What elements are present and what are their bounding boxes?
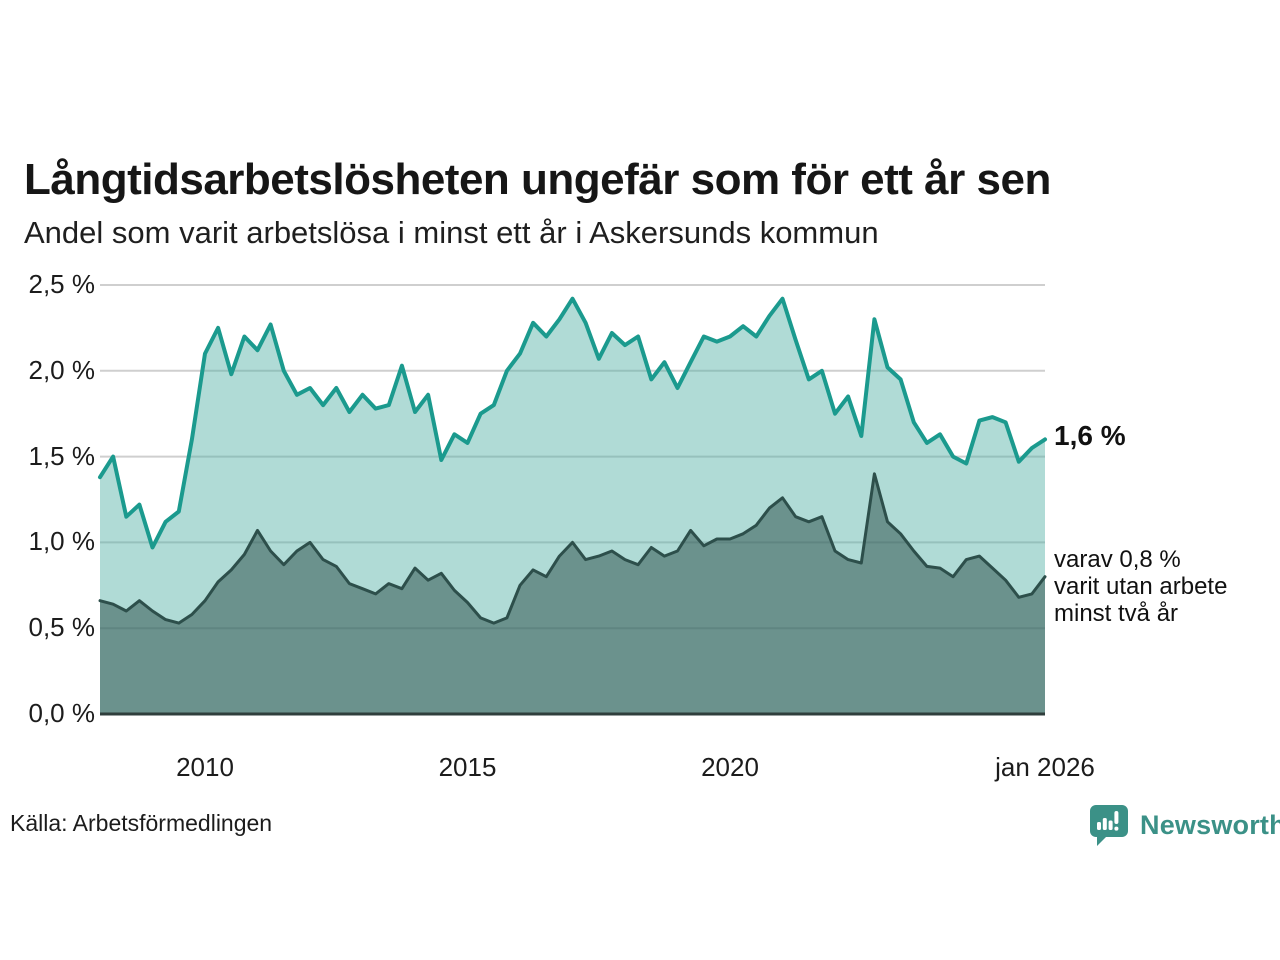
page-title: Långtidsarbetslösheten ungefär som för e… [24,155,1051,205]
subset-series-area [100,473,1045,714]
end-value-label-subset: varav 0,8 % varit utan arbete minst två … [1054,545,1228,627]
end-value-label-total: 1,6 % [1054,420,1126,452]
source-note: Källa: Arbetsförmedlingen [10,810,273,836]
newsworthy-logo-text: Newsworthy [1140,809,1280,840]
newsworthy-logo: Newsworthy [1088,803,1280,847]
total-series-line [98,296,1047,550]
chart-subtitle: Andel som varit arbetslösa i minst ett å… [24,215,879,250]
subset-series-line [98,472,1047,625]
newsworthy-logo-icon [1090,805,1128,846]
